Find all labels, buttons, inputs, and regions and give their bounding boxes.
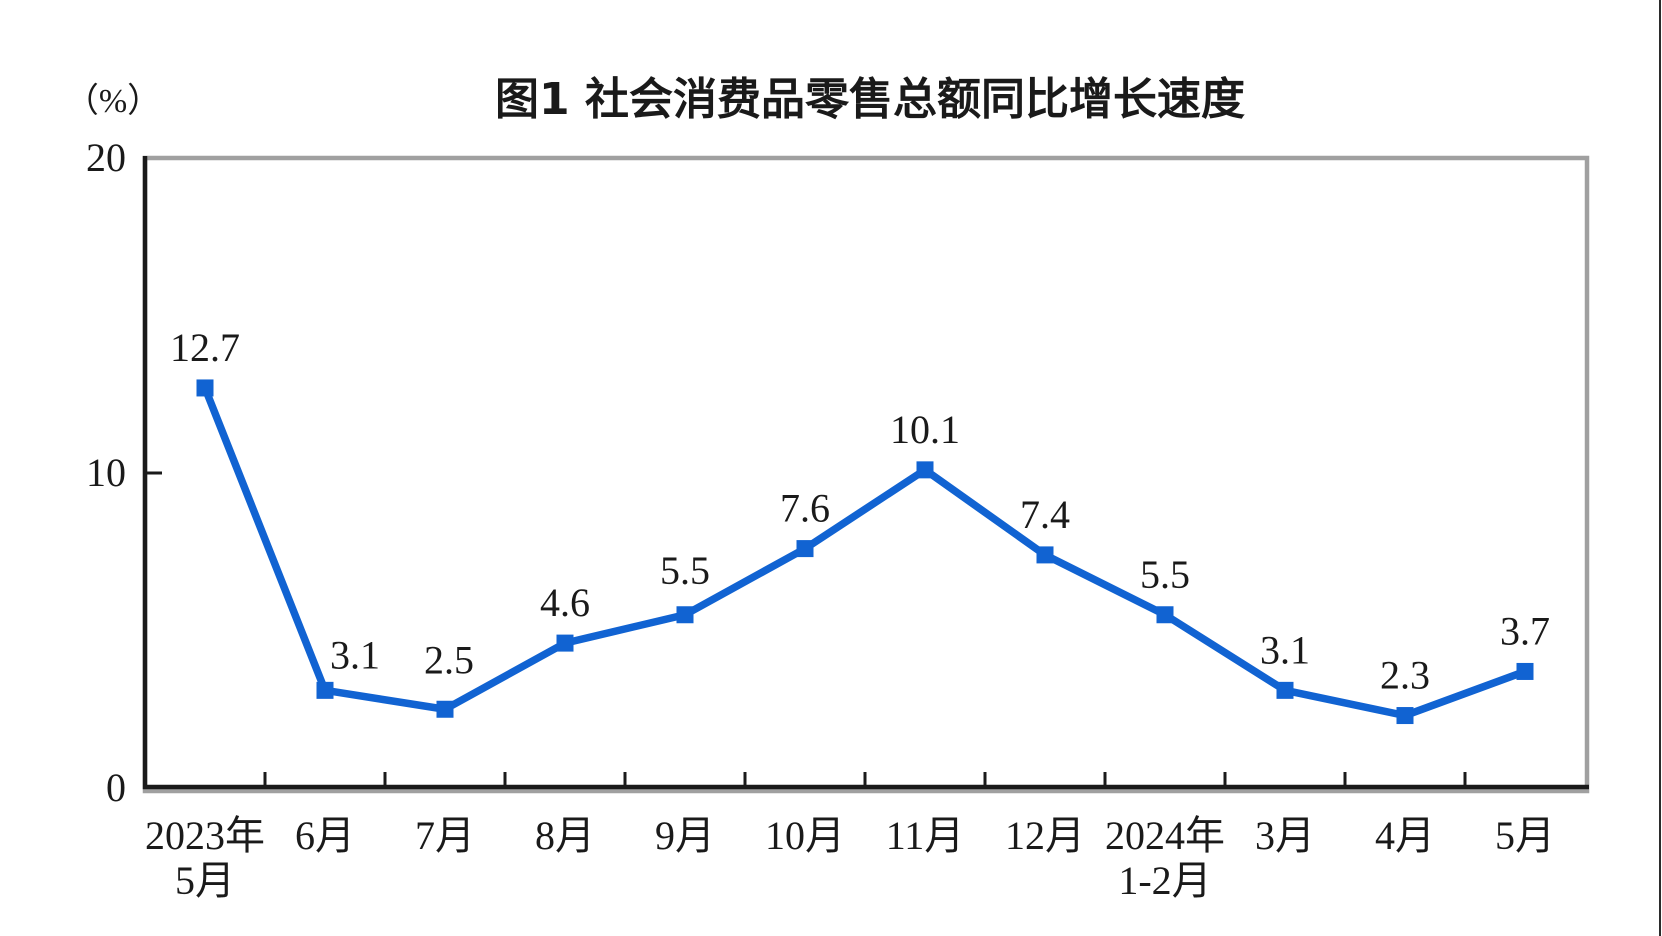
x-axis-label: 6月 — [295, 813, 355, 858]
data-point-label: 12.7 — [170, 325, 240, 370]
y-axis-label: 10 — [86, 450, 126, 495]
data-point-marker — [796, 540, 814, 558]
data-point-marker — [1156, 606, 1174, 624]
data-point-label: 7.4 — [1020, 492, 1070, 537]
data-point-label: 3.1 — [330, 632, 380, 677]
data-point-marker — [1396, 707, 1414, 725]
page-right-border-line — [1659, 0, 1661, 936]
x-axis-label: 1-2月 — [1118, 858, 1211, 903]
data-point-marker — [916, 461, 934, 479]
chart-title: 图1 社会消费品零售总额同比增长速度 — [495, 74, 1245, 125]
data-point-marker — [436, 700, 454, 718]
data-point-label: 3.1 — [1260, 627, 1310, 672]
data-point-marker — [316, 681, 334, 699]
x-axis-label: 4月 — [1375, 813, 1435, 858]
x-axis-label: 2023年 — [145, 813, 265, 858]
data-point-label: 2.3 — [1380, 653, 1430, 698]
data-point-label: 5.5 — [660, 548, 710, 593]
data-point-label: 5.5 — [1140, 552, 1190, 597]
data-point-marker — [1036, 546, 1054, 564]
x-axis-label: 2024年 — [1105, 813, 1225, 858]
data-point-marker — [1276, 681, 1294, 699]
x-axis-label: 11月 — [886, 813, 965, 858]
data-point-label: 4.6 — [540, 580, 590, 625]
data-point-label: 10.1 — [890, 407, 960, 452]
trend-line — [201, 384, 1529, 720]
data-point-label: 7.6 — [780, 486, 830, 531]
x-axis-label: 10月 — [765, 813, 845, 858]
data-point-label: 2.5 — [424, 637, 474, 682]
data-point-marker — [676, 606, 694, 624]
x-axis-label: 7月 — [415, 813, 475, 858]
x-axis-label: 3月 — [1255, 813, 1315, 858]
data-point-label: 3.7 — [1500, 608, 1550, 653]
x-axis-label: 12月 — [1005, 813, 1085, 858]
x-axis-label: 5月 — [175, 858, 235, 903]
x-axis-label: 5月 — [1495, 813, 1555, 858]
x-axis-label: 8月 — [535, 813, 595, 858]
data-point-marker — [1516, 662, 1534, 680]
data-point-marker — [556, 634, 574, 652]
axis-lines — [142, 156, 1589, 790]
x-axis-label: 9月 — [655, 813, 715, 858]
y-axis-label: 0 — [106, 765, 126, 810]
y-axis-unit-label: （%） — [65, 82, 161, 120]
data-point-marker — [196, 379, 214, 397]
y-axis-label: 20 — [86, 135, 126, 180]
